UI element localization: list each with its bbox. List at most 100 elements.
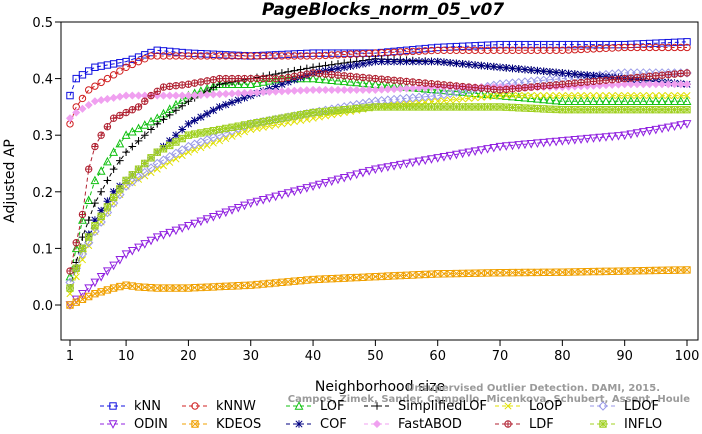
data-point [290, 277, 299, 285]
data-point [184, 131, 193, 139]
data-point [639, 80, 648, 89]
legend-item-knnw: kNNW [182, 399, 256, 414]
data-point [116, 111, 124, 120]
data-point [103, 203, 112, 211]
data-point [134, 57, 143, 66]
data-point [122, 176, 130, 185]
data-point [334, 106, 342, 114]
data-point [196, 90, 206, 100]
data-point [215, 103, 224, 111]
data-point [109, 71, 118, 79]
data-point [470, 147, 480, 156]
data-point [209, 106, 218, 115]
data-point [209, 126, 218, 135]
data-point [521, 104, 529, 112]
data-point [115, 256, 125, 265]
legend-label: LoOP [529, 399, 562, 414]
data-point [346, 62, 355, 70]
data-point [340, 72, 348, 80]
data-point [427, 155, 436, 164]
data-point [84, 233, 93, 241]
data-point [633, 73, 641, 82]
data-point [396, 57, 405, 66]
data-point [90, 97, 100, 106]
data-point [221, 208, 231, 218]
data-point [458, 149, 468, 159]
data-point [184, 80, 193, 88]
data-point [165, 228, 175, 238]
data-point [190, 79, 199, 87]
y-tick-label: 0.2 [32, 186, 53, 201]
data-point [314, 180, 324, 190]
data-point [657, 96, 667, 105]
data-point [321, 85, 330, 95]
data-point [227, 89, 237, 98]
data-point [352, 73, 361, 81]
data-point [84, 86, 93, 94]
data-point [402, 159, 411, 169]
data-point [171, 148, 181, 159]
data-point [571, 70, 579, 78]
chart-title: PageBlocks_norm_05_v07 [262, 0, 504, 20]
data-point [465, 103, 473, 111]
data-point [327, 85, 336, 95]
series-kdeos [66, 266, 691, 309]
data-point [97, 131, 105, 139]
data-point [227, 206, 237, 215]
legend-marker [372, 419, 382, 429]
series-odin [65, 120, 692, 310]
data-point [546, 92, 554, 100]
data-point [645, 106, 654, 114]
data-point [515, 92, 523, 100]
data-point [234, 122, 242, 130]
x-tick-label: 10 [118, 349, 135, 364]
y-tick-label: 0.4 [32, 73, 53, 88]
plot-frame [60, 21, 699, 341]
data-point [116, 282, 124, 291]
data-point [284, 113, 292, 121]
data-point [202, 215, 212, 224]
data-point [395, 160, 405, 170]
data-point [571, 92, 579, 100]
data-point [72, 108, 81, 117]
data-point [327, 65, 336, 74]
y-tick-label: 0.0 [32, 299, 53, 314]
data-point [296, 71, 305, 79]
data-point [427, 57, 436, 66]
data-point [91, 216, 99, 224]
data-point [676, 80, 685, 89]
data-point [159, 231, 168, 240]
data-point [190, 130, 199, 138]
data-point [165, 91, 174, 100]
data-point [552, 81, 560, 89]
data-point [408, 158, 418, 168]
data-point [664, 80, 673, 89]
data-point [152, 158, 162, 169]
data-point [172, 138, 180, 146]
data-point [670, 80, 679, 89]
data-point [127, 246, 137, 256]
x-tick-label: 100 [675, 349, 700, 364]
data-point [626, 96, 636, 105]
data-point [184, 91, 193, 100]
data-point [97, 288, 105, 296]
data-point [521, 84, 529, 92]
data-point [677, 92, 685, 100]
data-point [452, 103, 461, 111]
data-point [246, 199, 256, 209]
data-point [471, 94, 479, 102]
data-point [496, 103, 504, 111]
data-point [90, 226, 100, 237]
data-point [128, 171, 137, 179]
data-point [315, 85, 324, 95]
data-point [109, 93, 118, 102]
data-point [409, 78, 417, 86]
data-point [102, 156, 112, 166]
data-point [564, 80, 573, 88]
data-point [91, 199, 99, 207]
data-point [152, 233, 162, 242]
watermark-line-1: Unsupervised Outlier Detection. DAMI, 20… [406, 383, 660, 394]
data-point [96, 273, 106, 282]
data-point [271, 87, 280, 96]
data-point [234, 89, 243, 98]
